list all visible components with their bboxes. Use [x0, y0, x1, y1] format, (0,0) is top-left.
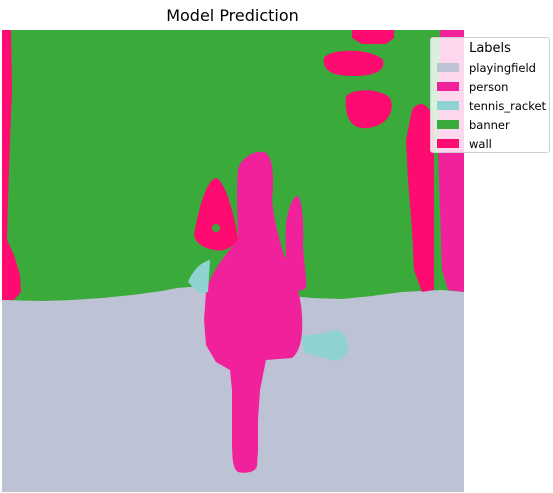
- legend-item-playingfield: playingfield: [437, 58, 543, 77]
- legend-swatch: [437, 101, 459, 110]
- legend-label: tennis_racket: [469, 98, 547, 113]
- legend-label: banner: [469, 117, 510, 132]
- region-wall: [2, 30, 21, 300]
- legend-swatch: [437, 139, 459, 148]
- region-wall: [323, 50, 384, 76]
- region-tennis-racket: [188, 260, 210, 294]
- legend-label: wall: [469, 136, 492, 151]
- legend-swatch: [437, 63, 459, 72]
- legend-title: Labels: [469, 41, 511, 56]
- region-person: [204, 151, 303, 473]
- segmentation-map: [2, 30, 464, 492]
- legend-label: playingfield: [469, 60, 536, 75]
- region-tennis-racket: [302, 330, 348, 361]
- region-wall: [194, 178, 238, 251]
- region-banner: [212, 224, 220, 232]
- legend-label: person: [469, 79, 509, 94]
- legend-item-tennis-racket: tennis_racket: [437, 96, 547, 115]
- legend-item-person: person: [437, 77, 543, 96]
- region-wall: [406, 104, 434, 292]
- legend-swatch: [437, 82, 459, 91]
- legend-item-wall: wall: [437, 134, 543, 153]
- legend-item-banner: banner: [437, 115, 543, 134]
- region-wall: [345, 90, 392, 129]
- region-wall: [352, 30, 394, 44]
- region-person: [285, 196, 307, 291]
- legend-swatch: [437, 120, 459, 129]
- chart-title: Model Prediction: [166, 6, 299, 25]
